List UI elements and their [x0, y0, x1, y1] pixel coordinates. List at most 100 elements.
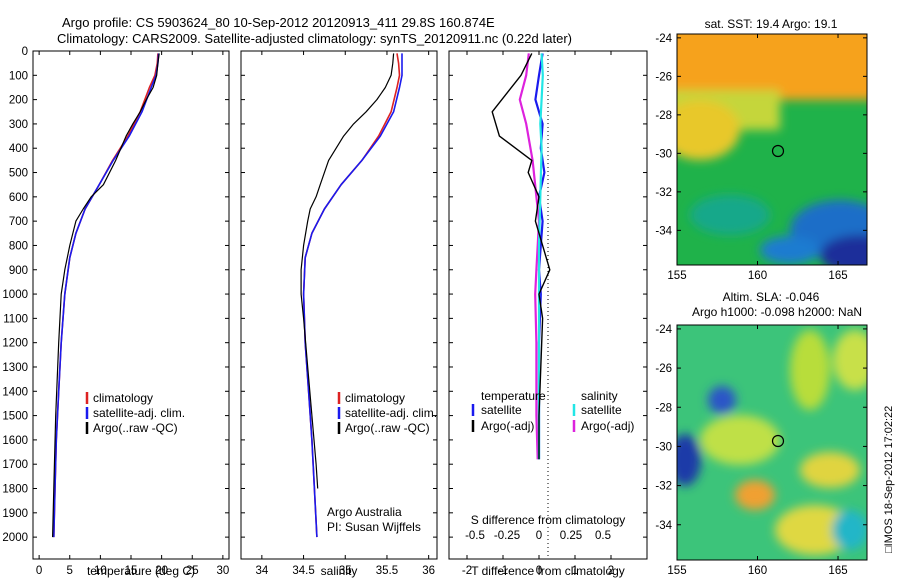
map-lon-tick-label: 155	[667, 270, 686, 282]
t-difference-tick-label: 0	[536, 565, 542, 577]
depth-tick-label: 1800	[2, 484, 28, 496]
map-lon-tick-label: 160	[748, 270, 767, 282]
s-difference-xlabel: S difference from climatology	[471, 513, 626, 527]
temperature-xlabel: temperature (deg C)	[87, 564, 195, 578]
map-lat-tick-label: -30	[655, 148, 672, 160]
sst-map-title: sat. SST: 19.4 Argo: 19.1	[705, 17, 838, 31]
sla-map-frame	[676, 324, 868, 561]
t-difference-tick-label: -2	[462, 565, 472, 577]
map-lon-tick-label: 165	[828, 565, 847, 577]
salinity-xlabel: salinity	[321, 564, 358, 578]
argo-position-marker	[771, 434, 785, 448]
depth-axis-ticks: 0 100 200 300 400 500 600 700 800 900 1000 1100 1200…	[2, 46, 229, 544]
sla-low-2	[677, 434, 701, 486]
legend-label-climatology: climatology	[93, 391, 153, 405]
sla-map-subtitle: Argo h1000: -0.098 h2000: NaN	[692, 305, 862, 319]
sla-map-field	[677, 330, 867, 555]
sla-high-3	[700, 415, 780, 465]
argo-position-marker	[771, 144, 785, 158]
imos-credit: □IMOS 18-Sep-2012 17:02:22	[883, 406, 895, 553]
map-lon-tick-label: 165	[828, 270, 847, 282]
salinity-axes-frame	[240, 50, 438, 560]
depth-tick-label: 1700	[2, 459, 28, 471]
sla-map-title: Altim. SLA: -0.046	[723, 290, 820, 304]
s-difference-axis-ticks: -0.5 -0.25 0 0.25 0.5	[465, 530, 611, 542]
temperature-tick-label: 20	[155, 565, 168, 577]
sst-cool-patch	[690, 195, 770, 235]
sst-cold-patch-3	[760, 236, 820, 264]
salinity-diff-legend: salinity satellite Argo(-adj)	[572, 389, 634, 433]
legend-label-climatology: climatology	[345, 391, 405, 405]
difference-panel: -2 -1 0 1 2 -0.5 -0.25 0 0.25 0.5 temperature sa…	[448, 50, 648, 578]
t-difference-xlabel: T difference from climatology	[471, 564, 625, 578]
sst-warm-tongue	[677, 100, 740, 160]
temperature-axis-ticks: 0 5 10 15 20 25 30	[36, 51, 229, 577]
temperature-tick-label: 15	[125, 565, 138, 577]
map-lat-tick-label: -26	[655, 71, 672, 83]
legend-label-t-argo: Argo(-adj)	[481, 419, 534, 433]
sla-high-5	[800, 452, 860, 488]
depth-tick-label: 1300	[2, 362, 28, 374]
salinity-panel: 34 34.5 35 35.5 36 climatology satellite-adj…	[240, 50, 438, 578]
salinity-axis-ticks: 34 34.5 35 35.5 36	[255, 51, 435, 577]
sst-map-panel: sat. SST: 19.4 Argo: 19.1 155 160 165 -24 -2…	[655, 17, 868, 282]
depth-tick-label: 1100	[3, 313, 28, 325]
map-lon-tick-label: 160	[748, 565, 767, 577]
temperature-tick-label: 30	[216, 565, 229, 577]
difference-t-argo-adj--line	[491, 53, 551, 460]
depth-tick-label: 100	[9, 70, 28, 82]
difference-depth-ticks	[449, 50, 647, 538]
map-lat-tick-label: -24	[655, 324, 672, 336]
t-difference-axis-ticks: -2 -1 0 1 2	[462, 51, 614, 577]
sla-high-6	[775, 505, 855, 555]
legend-title-temperature: temperature	[481, 389, 546, 403]
salinity-annotation-line2: PI: Susan Wijffels	[327, 520, 421, 534]
salinity-tick-label: 35.5	[376, 565, 398, 577]
depth-tick-label: 400	[9, 143, 28, 155]
map-lat-tick-label: -32	[655, 187, 672, 199]
difference-series	[491, 53, 551, 460]
sla-map-panel: Altim. SLA: -0.046 Argo h1000: -0.098 h2…	[655, 290, 868, 577]
sla-high-2	[833, 330, 867, 390]
depth-tick-label: 1400	[2, 386, 28, 398]
depth-tick-label: 600	[9, 192, 28, 204]
sla-low-3	[832, 510, 867, 550]
salinity-argo-raw-qc--line	[300, 53, 395, 489]
temperature-tick-label: 5	[67, 565, 73, 577]
depth-tick-label: 1600	[2, 435, 28, 447]
depth-tick-label: 800	[9, 240, 28, 252]
map-lon-tick-label: 155	[667, 565, 686, 577]
t-difference-tick-label: 2	[608, 565, 614, 577]
sla-low-1	[708, 386, 736, 414]
salinity-series	[300, 53, 403, 538]
s-difference-tick-label: -0.5	[465, 530, 485, 542]
salinity-tick-label: 34	[255, 565, 268, 577]
legend-label-satellite: satellite-adj. clim.	[93, 406, 185, 420]
legend-label-t-satellite: satellite	[481, 403, 522, 417]
depth-tick-label: 500	[9, 168, 28, 180]
figure-title-line2: Climatology: CARS2009. Satellite-adjuste…	[57, 31, 572, 46]
sla-high-1	[790, 330, 830, 410]
temperature-tick-label: 25	[186, 565, 199, 577]
sla-map-ticks: 155 160 165 -24 -26 -28 -30 -32 -34	[655, 324, 867, 577]
depth-tick-label: 2000	[2, 532, 28, 544]
s-difference-tick-label: 0	[536, 530, 542, 542]
depth-tick-label: 1000	[2, 289, 28, 301]
sst-map-ticks: 155 160 165 -24 -26 -28 -30 -32 -34	[655, 33, 867, 282]
legend-label-s-argo: Argo(-adj)	[581, 419, 634, 433]
sst-map-frame	[676, 33, 868, 266]
temperature-satellite-adj-clim--line	[53, 53, 160, 538]
depth-tick-label: 1900	[2, 508, 28, 520]
depth-tick-label: 300	[9, 119, 28, 131]
t-difference-tick-label: -1	[498, 565, 508, 577]
map-lat-tick-label: -30	[655, 441, 672, 453]
salinity-annotation-line1: Argo Australia	[327, 505, 402, 519]
sst-warm-band	[677, 34, 867, 100]
legend-label-satellite: satellite-adj. clim.	[345, 406, 437, 420]
map-lat-tick-label: -24	[655, 33, 672, 45]
sst-cold-patch-2	[820, 235, 867, 265]
sst-map-field	[677, 34, 867, 265]
salinity-tick-label: 34.5	[292, 565, 314, 577]
temperature-series	[52, 53, 160, 538]
temperature-tick-label: 10	[94, 565, 107, 577]
